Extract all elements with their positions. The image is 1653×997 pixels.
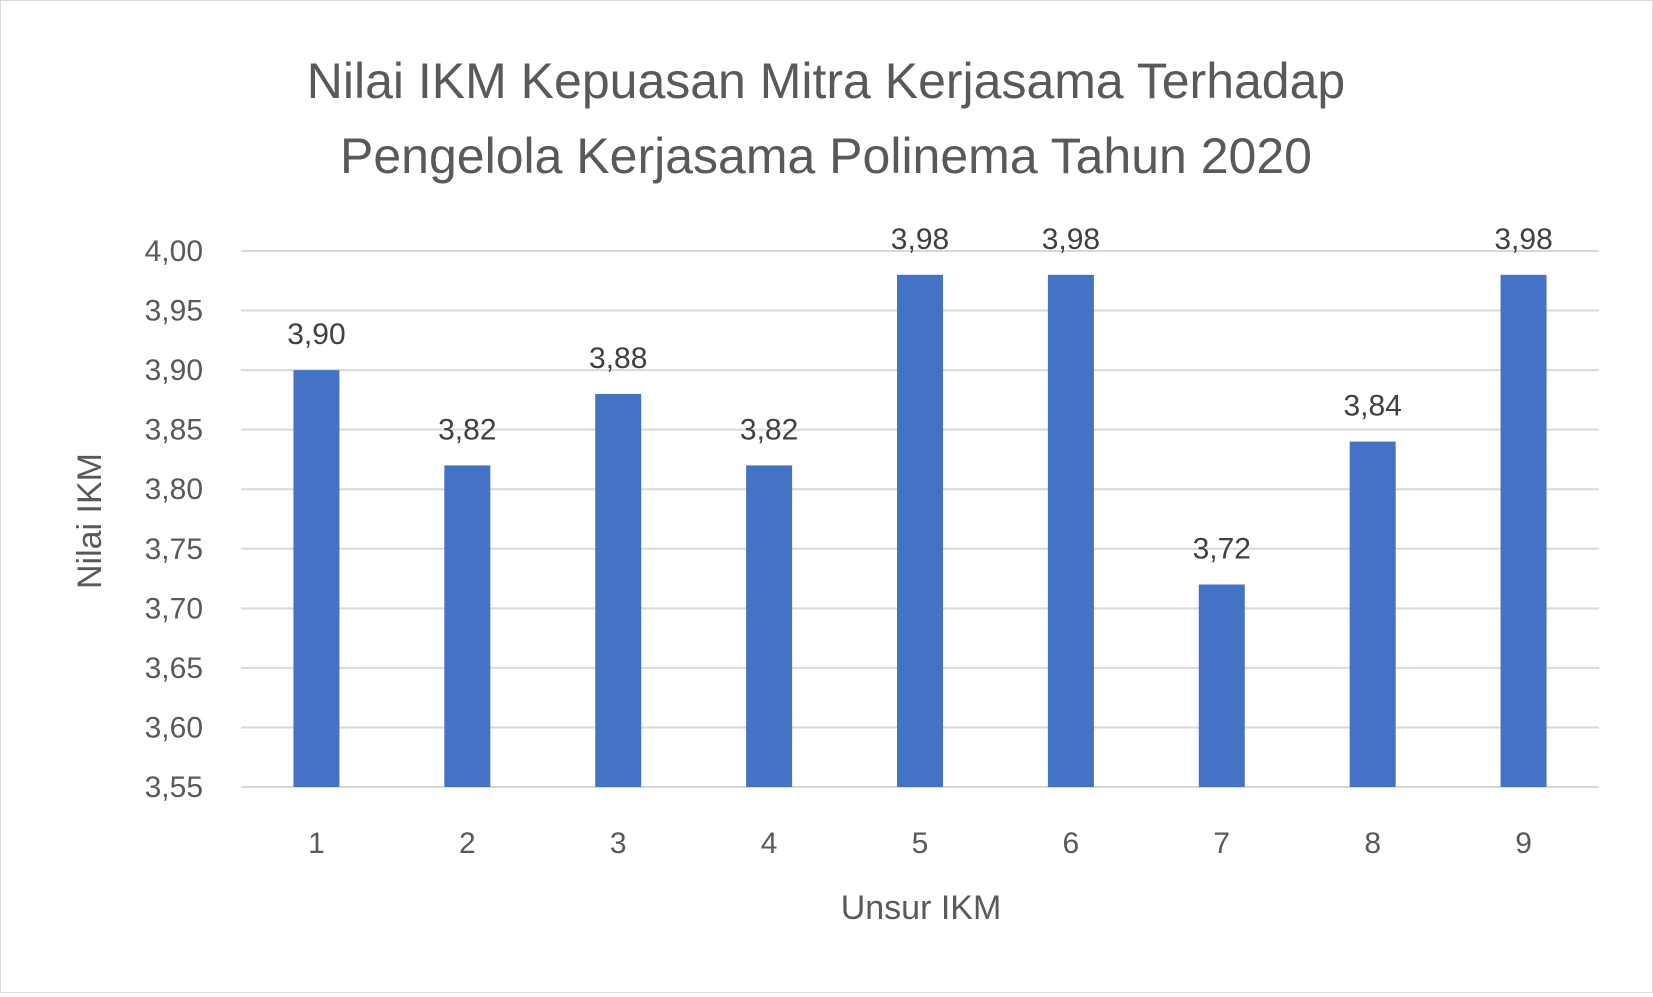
y-tick-label: 3,95 bbox=[145, 295, 203, 328]
y-tick-label: 3,80 bbox=[145, 473, 203, 506]
data-label: 3,88 bbox=[589, 342, 647, 375]
data-label: 3,98 bbox=[1494, 223, 1552, 256]
x-axis-title: Unsur IKM bbox=[841, 889, 1002, 927]
bar bbox=[1047, 274, 1094, 787]
bar bbox=[746, 465, 793, 787]
y-tick-label: 3,70 bbox=[145, 592, 203, 625]
data-label: 3,98 bbox=[891, 223, 949, 256]
y-tick-label: 3,85 bbox=[145, 414, 203, 447]
bar bbox=[293, 370, 340, 787]
x-tick-label: 4 bbox=[761, 827, 778, 860]
data-label: 3,82 bbox=[740, 413, 798, 446]
data-labels: 3,90 3,82 3,88 3,82 3,98 3,98 3,72 3,84 3,98 bbox=[287, 223, 1553, 566]
x-tick-label: 8 bbox=[1364, 827, 1381, 860]
bar bbox=[1500, 274, 1547, 787]
data-label: 3,90 bbox=[287, 318, 345, 351]
x-tick-label: 9 bbox=[1515, 827, 1532, 860]
x-tick-label: 1 bbox=[308, 827, 325, 860]
y-tick-label: 3,90 bbox=[145, 354, 203, 387]
data-label: 3,72 bbox=[1193, 533, 1251, 566]
x-axis-tick-labels: 1 2 3 4 5 6 7 8 9 bbox=[308, 827, 1532, 860]
data-label: 3,82 bbox=[438, 413, 496, 446]
chart-title-line-2: Pengelola Kerjasama Polinema Tahun 2020 bbox=[340, 128, 1312, 184]
bar bbox=[1198, 584, 1245, 787]
bar bbox=[897, 274, 943, 787]
chart-title: Nilai IKM Kepuasan Mitra Kerjasama Terha… bbox=[307, 53, 1345, 184]
y-tick-label: 3,65 bbox=[145, 652, 203, 685]
bars bbox=[293, 274, 1547, 787]
y-tick-label: 3,75 bbox=[145, 533, 203, 566]
bar bbox=[444, 465, 491, 787]
y-tick-label: 3,55 bbox=[145, 771, 203, 804]
bar bbox=[1349, 441, 1396, 787]
y-tick-label: 3,60 bbox=[145, 711, 203, 744]
data-label: 3,98 bbox=[1042, 223, 1100, 256]
x-tick-label: 3 bbox=[610, 827, 627, 860]
data-label: 3,84 bbox=[1343, 390, 1401, 423]
x-tick-label: 2 bbox=[459, 827, 476, 860]
x-tick-label: 7 bbox=[1213, 827, 1230, 860]
x-tick-label: 5 bbox=[912, 827, 929, 860]
y-tick-label: 4,00 bbox=[145, 235, 203, 268]
chart-title-line-1: Nilai IKM Kepuasan Mitra Kerjasama Terha… bbox=[307, 53, 1345, 109]
x-tick-label: 6 bbox=[1063, 827, 1080, 860]
y-axis-title: Nilai IKM bbox=[71, 453, 109, 589]
bar bbox=[595, 393, 642, 787]
y-axis-tick-labels: 3,55 3,60 3,65 3,70 3,75 3,80 3,85 3,90 3,95 4,00 bbox=[145, 235, 203, 804]
